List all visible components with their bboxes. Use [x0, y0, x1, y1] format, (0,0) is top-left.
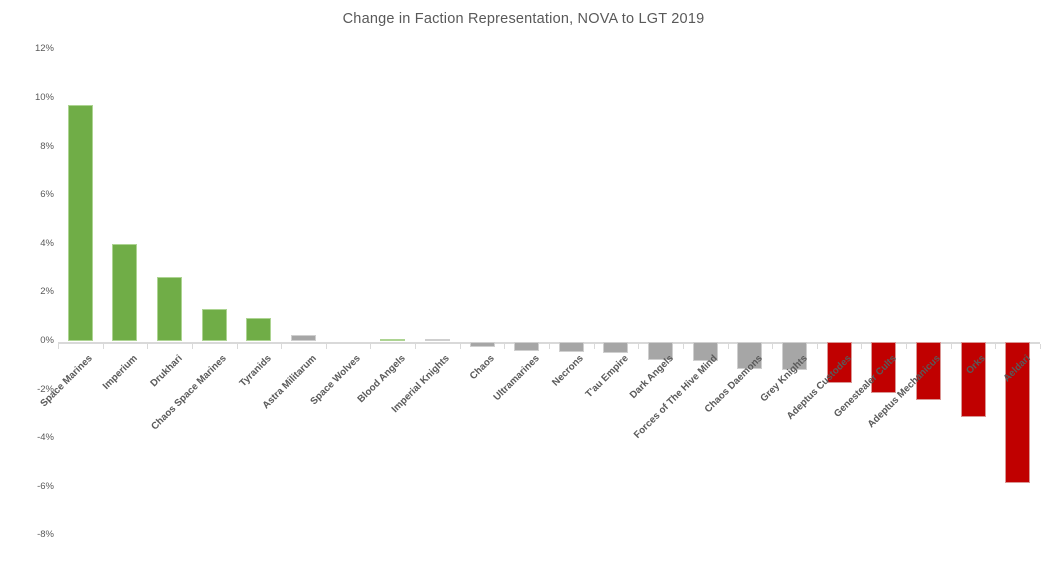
x-axis-tick: [727, 344, 729, 349]
x-axis-tick: [459, 344, 461, 349]
bar-aeldari: [1005, 342, 1031, 483]
x-axis-tick: [772, 344, 774, 349]
x-axis-tick: [593, 344, 595, 349]
y-axis-tick-label: 6%: [40, 189, 54, 201]
bar-forces-of-the-hive-mind: [692, 342, 718, 362]
x-axis-tick: [370, 344, 372, 349]
bar-necrons: [558, 342, 584, 352]
bar-chaos-daemons: [737, 342, 763, 369]
x-axis-tick: [682, 344, 684, 349]
y-axis-tick-label: -6%: [37, 480, 54, 492]
x-axis-tick: [58, 344, 59, 349]
x-axis-tick: [415, 344, 417, 349]
x-axis-tick: [102, 344, 104, 349]
y-axis-tick-label: 12%: [34, 43, 54, 55]
bar-t-au-empire: [603, 342, 629, 353]
x-axis-tick: [816, 344, 818, 349]
x-axis-tick: [236, 344, 238, 349]
x-axis-tick: [906, 344, 908, 349]
y-axis-tick-label: 2%: [40, 286, 54, 298]
x-axis-tick: [325, 344, 327, 349]
y-axis-tick-label: -4%: [37, 432, 54, 444]
x-axis-tick: [549, 344, 550, 349]
y-axis-tick-label: 0%: [40, 335, 54, 346]
bar-imperium: [112, 243, 138, 341]
x-axis-tick: [504, 344, 506, 349]
bar-genestealer-cults: [871, 342, 897, 394]
bar-tyranids: [246, 317, 272, 341]
bar-grey-knights: [782, 342, 807, 370]
x-axis-tick: [281, 344, 283, 349]
bar-ultramarines: [514, 342, 540, 351]
x-axis-tick: [950, 344, 952, 349]
bar-orks: [960, 342, 986, 418]
bar-dark-angels: [648, 342, 674, 361]
y-axis-tick-label: 10%: [34, 92, 54, 103]
bar-adeptus-custodes: [826, 342, 852, 384]
bar-chaos-space-marines: [201, 309, 227, 341]
bar-adeptus-mechanicus: [915, 342, 941, 401]
x-axis-line: [58, 342, 1040, 344]
x-axis-tick: [638, 344, 640, 349]
bar-space-marines: [67, 105, 93, 341]
bar-chaos: [469, 342, 495, 347]
x-axis-tick: [191, 344, 193, 349]
y-axis-tick-label: 8%: [40, 140, 54, 152]
x-axis-tick: [861, 344, 863, 349]
y-axis-tick-label: -8%: [37, 529, 54, 541]
y-axis-tick-label: 4%: [40, 237, 54, 249]
chart-title: Change in Faction Representation, NOVA t…: [342, 11, 705, 27]
x-axis-tick: [1040, 344, 1041, 349]
bar-imperial-knights: [424, 338, 450, 341]
y-axis-tick-label: -2%: [37, 383, 54, 395]
x-axis-tick: [147, 344, 149, 349]
bar-blood-angels: [380, 338, 406, 341]
bar-drukhari: [157, 276, 183, 341]
x-axis-tick: [995, 344, 997, 349]
bar-astra-militarum: [291, 334, 316, 341]
